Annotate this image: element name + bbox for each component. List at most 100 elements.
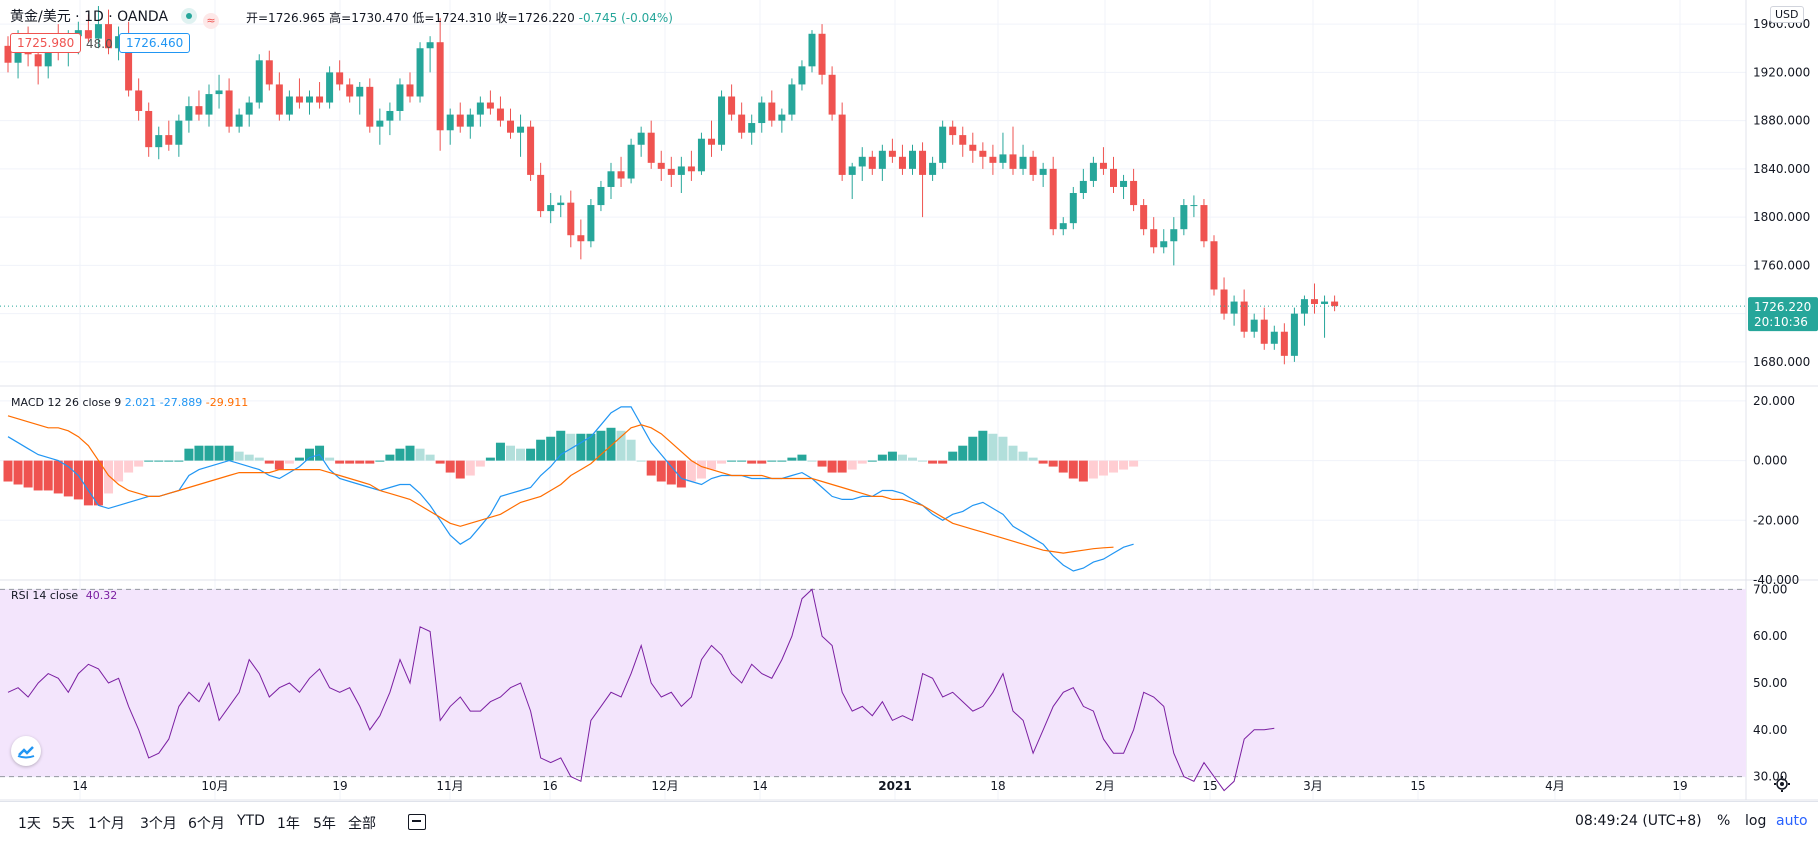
x-tick-label: 10月 — [201, 779, 228, 793]
macd-histogram-bar — [797, 454, 807, 461]
x-tick-label: 19 — [332, 779, 347, 793]
range-button[interactable]: 1天 — [18, 816, 41, 832]
macd-histogram-bar — [415, 448, 425, 461]
macd-histogram-bar — [1078, 460, 1088, 482]
candle-body — [1029, 156, 1037, 175]
symbol-header[interactable]: 黄金/美元 · 1D · OANDA ≈ — [10, 6, 219, 29]
range-button[interactable]: 5年 — [313, 816, 336, 832]
candle-body — [215, 90, 223, 95]
time-axis[interactable]: 14 10月 19 11月 16 12月 14 2021 18 2月 15 3月 15 4月 19 — [72, 779, 1687, 793]
auto-toggle[interactable]: auto — [1776, 813, 1808, 829]
candle-body — [1290, 313, 1298, 356]
range-button[interactable]: 全部 — [348, 816, 376, 832]
macd-histogram-bar — [757, 460, 767, 464]
macd-histogram-bar — [234, 451, 244, 461]
candle-body — [245, 102, 253, 115]
y-tick-label: 0.000 — [1753, 454, 1787, 468]
macd-histogram-bar — [556, 430, 566, 461]
macd-histogram-bar — [747, 460, 757, 464]
macd-histogram-bar — [174, 460, 184, 462]
macd-histogram-bar — [666, 460, 676, 485]
candle-body — [496, 108, 504, 121]
range-button[interactable]: YTD — [237, 813, 265, 829]
macd-histogram-bar — [887, 451, 897, 461]
candle-body — [406, 84, 414, 97]
x-tick-label: 19 — [1672, 779, 1687, 793]
candle-body — [888, 150, 896, 157]
symbol-title[interactable]: 黄金/美元 · 1D · OANDA — [10, 9, 169, 25]
candle-body — [285, 96, 293, 115]
candle-body — [1280, 331, 1288, 356]
macd-histogram-bar — [194, 445, 204, 461]
candle-body — [1079, 180, 1087, 193]
candle-body — [1150, 229, 1158, 248]
range-button[interactable]: 1年 — [277, 816, 300, 832]
clock-time[interactable]: 08:49:24 (UTC+8) — [1575, 813, 1702, 829]
price-tag-countdown: 20:10:36 — [1754, 315, 1808, 329]
macd-line — [7, 406, 1134, 572]
spread-value: 48.0 — [86, 37, 113, 51]
tradingview-logo[interactable] — [11, 736, 41, 766]
candle-body — [657, 162, 665, 169]
candle-body — [426, 42, 434, 49]
macd-histogram-bar — [305, 448, 314, 461]
ask-price-badge[interactable]: 1726.460 — [119, 33, 191, 53]
macd-histogram-bar — [325, 457, 335, 461]
candle-body — [949, 126, 957, 136]
range-button[interactable]: 1个月 — [88, 816, 125, 832]
macd-histogram-bar — [144, 460, 154, 462]
candle-body — [1170, 229, 1178, 242]
candle-body — [1250, 319, 1258, 332]
price-axes[interactable]: 1680.0001720.0001760.0001800.0001840.000… — [1753, 17, 1810, 783]
macd-histogram-bar — [365, 460, 375, 464]
macd-histogram-bar — [254, 457, 264, 461]
macd-histogram-bar — [506, 445, 515, 461]
range-button[interactable]: 6个月 — [188, 816, 225, 832]
candle-body — [476, 102, 484, 115]
ohlc-low: 低=1724.310 — [412, 11, 492, 25]
range-button[interactable]: 5天 — [52, 816, 75, 832]
percent-toggle[interactable]: % — [1717, 813, 1731, 829]
calendar-goto-icon[interactable] — [408, 814, 426, 830]
macd-histogram-bar — [43, 460, 53, 491]
macd-histogram-bar — [918, 460, 928, 462]
macd-histogram-bar — [1098, 460, 1108, 476]
wave-icon[interactable]: ≈ — [202, 13, 219, 29]
macd-histogram-bar — [1018, 451, 1028, 461]
candle-body — [818, 33, 826, 75]
candle-body — [235, 114, 243, 127]
macd-histogram-bar — [274, 460, 284, 470]
macd-histogram-bar — [767, 460, 777, 462]
candle-body — [1321, 301, 1329, 304]
candle-body — [567, 202, 575, 236]
candle-body — [828, 74, 836, 115]
macd-histogram-bar — [707, 460, 716, 470]
candle-body — [416, 48, 424, 97]
macd-histogram-bar — [23, 460, 33, 488]
rsi-line — [7, 588, 1275, 792]
bid-price-badge[interactable]: 1725.980 — [10, 33, 82, 53]
macd-histogram-bar — [214, 445, 224, 461]
candle-body — [436, 42, 444, 131]
range-button[interactable]: 3个月 — [140, 816, 177, 832]
candle-body — [356, 86, 364, 97]
candle-body — [768, 102, 776, 121]
macd-histogram-bar — [948, 451, 958, 461]
macd-histogram-bar — [355, 460, 365, 464]
candle-body — [537, 174, 545, 212]
macd-histogram-bar — [737, 460, 747, 462]
currency-label[interactable]: USD — [1770, 6, 1804, 23]
x-tick-label: 4月 — [1545, 779, 1565, 793]
x-tick-label: 16 — [542, 779, 557, 793]
candle-body — [1210, 241, 1218, 290]
candle-body — [898, 156, 906, 169]
chart-canvas[interactable]: 1680.0001720.0001760.0001800.0001840.000… — [0, 0, 1818, 801]
candle-body — [326, 72, 334, 103]
candle-body — [376, 120, 384, 127]
candle-body — [316, 96, 324, 103]
price-tag-value: 1726.220 — [1754, 300, 1811, 314]
macd-histogram-bar — [928, 460, 938, 464]
candle-body — [1190, 205, 1198, 207]
settings-gear-icon[interactable] — [1773, 775, 1791, 793]
log-toggle[interactable]: log — [1745, 813, 1767, 829]
